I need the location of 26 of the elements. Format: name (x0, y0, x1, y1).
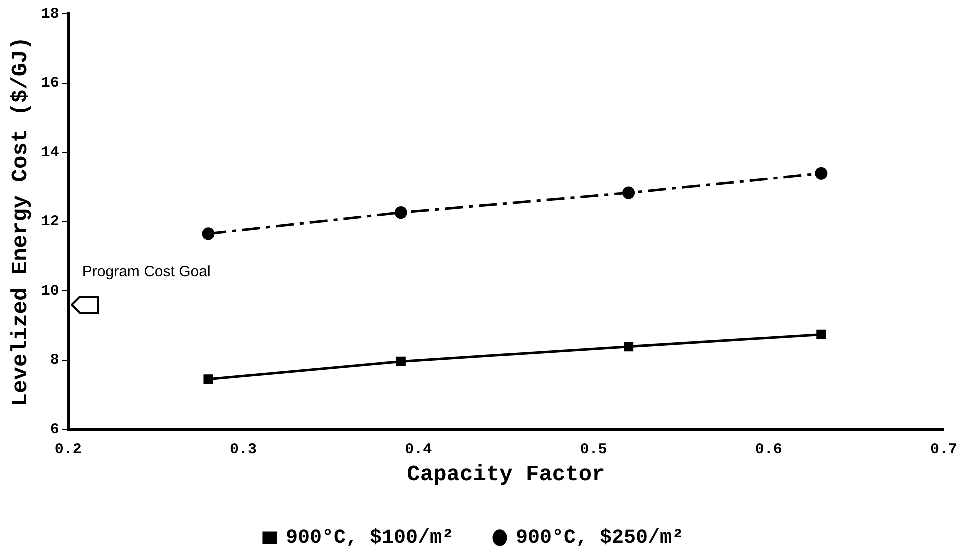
point (394, 206, 408, 220)
legend-label: 900°C, $250/m² (516, 527, 684, 550)
point (622, 186, 636, 200)
x-axis-title: Capacity Factor (407, 462, 606, 488)
point (202, 228, 215, 240)
point (816, 330, 826, 340)
x-tick-label: 0.2 (54, 441, 82, 458)
point (204, 374, 214, 384)
y-tick-label: 6 (50, 421, 60, 438)
point (396, 356, 406, 367)
y-tick-label: 8 (50, 352, 60, 370)
y-tick-label: 16 (41, 75, 60, 92)
y-tick-label: 12 (41, 214, 60, 231)
point (624, 342, 634, 352)
y-tick-label: 18 (41, 6, 60, 23)
legend-label: 900°C, $100/m² (286, 527, 454, 550)
x-tick-label: 0.3 (230, 441, 258, 458)
y-tick-label: 14 (41, 144, 60, 162)
y-axis-title: Levelized Energy Cost ($/GJ) (8, 36, 34, 407)
x-tick-label: 0.4 (405, 441, 432, 458)
x-tick-label: 0.7 (930, 441, 958, 458)
x-tick-label: 0.5 (580, 441, 608, 458)
y-tick-label: 10 (41, 282, 60, 300)
x-tick-label: 0.6 (755, 441, 782, 458)
annotation: Program Cost Goal (82, 264, 211, 281)
point (815, 167, 828, 180)
